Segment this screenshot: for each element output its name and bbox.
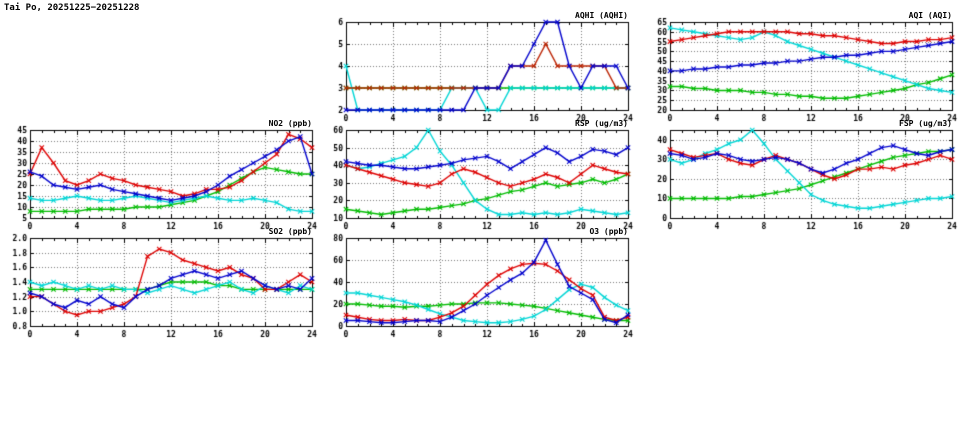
- chart-so2: SO2 (ppb): [2, 226, 318, 342]
- chart-no2: NO2 (ppb): [2, 118, 318, 234]
- aqi-chart-title: AQI (AQI): [908, 11, 952, 20]
- o3-chart-title: O3 (ppb): [589, 227, 628, 236]
- fsp-chart-title: FSP (ug/m3): [899, 119, 952, 128]
- aqhi-plot-canvas: [318, 10, 634, 126]
- rsp-chart-title: RSP (ug/m3): [575, 119, 628, 128]
- chart-aqi: AQI (AQI): [642, 10, 958, 126]
- fsp-plot-canvas: [642, 118, 958, 234]
- rsp-plot-canvas: [318, 118, 634, 234]
- chart-rsp: RSP (ug/m3): [318, 118, 634, 234]
- o3-plot-canvas: [318, 226, 634, 342]
- aqi-plot-canvas: [642, 10, 958, 126]
- no2-chart-title: NO2 (ppb): [268, 119, 312, 128]
- chart-o3: O3 (ppb): [318, 226, 634, 342]
- page-title: Tai Po, 20251225−20251228: [4, 3, 140, 13]
- aqhi-chart-title: AQHI (AQHI): [575, 11, 628, 20]
- chart-fsp: FSP (ug/m3): [642, 118, 958, 234]
- so2-chart-title: SO2 (ppb): [268, 227, 312, 236]
- so2-plot-canvas: [2, 226, 318, 342]
- chart-aqhi: AQHI (AQHI): [318, 10, 634, 126]
- no2-plot-canvas: [2, 118, 318, 234]
